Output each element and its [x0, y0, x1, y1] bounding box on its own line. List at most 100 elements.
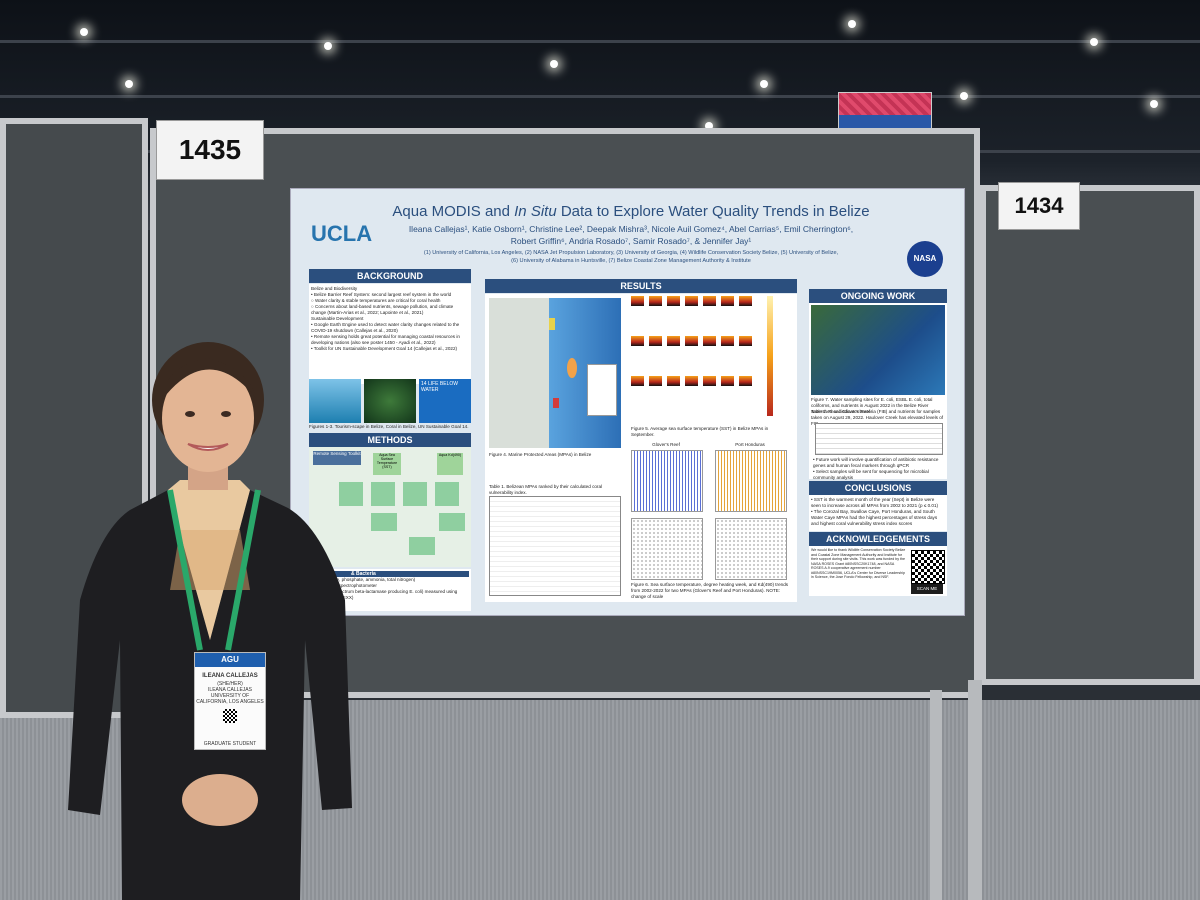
background-line: Sustainable Development — [311, 316, 364, 321]
ceiling-light — [324, 42, 332, 50]
method-box — [371, 513, 397, 531]
sampling-sites-map — [811, 305, 945, 395]
bacteria-line: (nitrate, nitrite, phosphate, ammonia, t… — [311, 577, 416, 582]
ucla-logo: UCLA — [311, 221, 373, 246]
acknowledgements-text: We would like to thank Wildlife Conserva… — [811, 548, 906, 579]
dhw-trend-plot — [715, 450, 787, 512]
ceiling-light — [1090, 38, 1098, 46]
booth-number-1434: 1434 — [998, 182, 1080, 230]
presenter-person — [68, 342, 352, 900]
ceiling-light — [760, 80, 768, 88]
affiliations-line-1: (1) University of California, Los Angele… — [423, 250, 839, 256]
ceiling-truss — [0, 95, 1200, 98]
belize-mpa-map — [489, 298, 621, 448]
ceiling-light — [550, 60, 558, 68]
clasped-hands — [182, 774, 258, 826]
ceiling-light — [125, 80, 133, 88]
conclusions-header: CONCLUSIONS — [809, 481, 947, 495]
sst-box: Aqua Sea Surface Temperature (SST) — [373, 453, 401, 475]
method-box — [439, 513, 465, 531]
badge-pronouns: (SHE/HER) — [217, 681, 243, 687]
sst-heatmap-grid — [631, 296, 791, 424]
background-line: ○ Water clarity & stable temperatures ar… — [311, 298, 441, 303]
method-box — [403, 482, 427, 506]
face — [162, 364, 254, 472]
figure-5-caption: Figure 5. Average sea surface temperatur… — [631, 426, 769, 437]
nasa-logo: NASA — [907, 241, 943, 277]
conclusions-text: • SST is the warmest month of the year (… — [809, 495, 947, 531]
green-lanyard — [225, 489, 261, 651]
background-line: • Belize Barrier Reef System: second lar… — [311, 292, 452, 297]
background-line: Belize and Biodiversity — [311, 286, 358, 291]
background-line: ○ Concerns about land-based nutrients, s… — [311, 304, 454, 315]
qr-code — [911, 550, 945, 584]
method-box — [339, 482, 363, 506]
ongoing-line: • Future work will involve quantificatio… — [813, 457, 939, 468]
figure-4-caption: Figure 4. Marine Protected Areas (MPAs) … — [489, 452, 592, 457]
green-lanyard — [167, 489, 203, 651]
sign-pattern — [839, 93, 931, 115]
remote-sensing-box: Remote Sensing Toolkit — [313, 451, 361, 465]
acknowledgements-header: ACKNOWLEDGEMENTS — [809, 532, 947, 546]
bacteria-header: & Bacteria — [311, 571, 469, 577]
poster-title: Aqua MODIS and In Situ Data to Explore W… — [371, 203, 891, 220]
title-italic: In Situ — [514, 203, 557, 220]
right-display-board — [980, 185, 1200, 685]
kd490-box: Aqua Kd(490) — [437, 453, 463, 475]
figure-1-3-caption: Figures 1-3. Tourism-scape in Belize, Co… — [309, 424, 469, 429]
affiliations-line-2: (6) University of Alabama in Huntsville,… — [511, 258, 751, 264]
methods-flowchart: Remote Sensing Toolkit Aqua Sea Surface … — [309, 447, 471, 567]
name-badge: AGU ILEANA CALLEJAS (SHE/HER) ILEANA CAL… — [194, 652, 266, 750]
research-poster: UCLA NASA Aqua MODIS and In Situ Data to… — [290, 188, 965, 616]
table-1 — [489, 496, 621, 596]
tourism-photo — [309, 379, 361, 423]
ongoing-work-panel: Figure 7. Water sampling sites for E. co… — [809, 303, 947, 481]
poster-affiliations: (1) University of California, Los Angele… — [351, 249, 911, 265]
scan-me-label: SCAN ME — [911, 584, 943, 594]
bacteria-line: d with HACH spectrophotometer — [311, 583, 377, 588]
background-header: BACKGROUND — [309, 269, 471, 283]
background-line: • Remote sensing holds great potential f… — [311, 334, 460, 345]
title-part-1: Aqua MODIS and — [392, 203, 515, 220]
ongoing-line: • Select samples will be sent for sequen… — [813, 469, 929, 480]
kd490-plot-glovers — [631, 518, 703, 580]
kd490-plot-port-honduras — [715, 518, 787, 580]
ceiling-light — [960, 92, 968, 100]
badge-organization: UNIVERSITY OF CALIFORNIA, LOS ANGELES — [196, 693, 264, 705]
sdg14-icon: 14 LIFE BELOW WATER — [419, 379, 471, 423]
table-1-caption: Table 1. Belizean MPAs ranked by their c… — [489, 484, 603, 495]
results-header: RESULTS — [485, 279, 797, 293]
ongoing-work-header: ONGOING WORK — [809, 289, 947, 303]
ceiling-light — [80, 28, 88, 36]
method-box — [435, 482, 459, 506]
conclusion-line: • The Corozal Bay, Swallow Caye, Port Ho… — [811, 509, 938, 526]
method-box — [409, 537, 435, 555]
ceiling-truss — [0, 40, 1200, 43]
heatmap-colorbar — [767, 296, 773, 416]
ceiling-light — [848, 20, 856, 28]
background-text: Belize and Biodiversity • Belize Barrier… — [309, 284, 471, 384]
agu-badge-logo: AGU — [195, 653, 265, 667]
badge-subname: ILEANA CALLEJAS — [208, 687, 252, 693]
ongoing-work-text: • Future work will involve quantificatio… — [813, 457, 945, 481]
board-leg — [968, 680, 982, 900]
mpa-shape — [567, 358, 577, 378]
authors-line-1: Ileana Callejas¹, Katie Osborn¹, Christi… — [408, 224, 854, 234]
mpa-shape — [549, 318, 555, 330]
map-legend — [587, 364, 617, 416]
acknowledgements-panel: We would like to thank Wildlife Conserva… — [809, 546, 947, 596]
method-box — [371, 482, 395, 506]
poster-authors: Ileana Callejas¹, Katie Osborn¹, Christi… — [381, 223, 881, 247]
figure-6-title-port-honduras: Port Honduras — [735, 442, 765, 447]
background-line: • Toolkit for UN Sustainable Development… — [311, 346, 458, 351]
background-line: • Google Earth Engine used to detect wat… — [311, 322, 460, 333]
badge-qr-code — [223, 709, 237, 723]
badge-name: ILEANA CALLEJAS — [202, 673, 258, 679]
coral-photo — [364, 379, 416, 423]
board-leg — [930, 690, 942, 900]
mpa-shape — [553, 398, 559, 408]
title-part-2: Data to Explore Water Quality Trends in … — [556, 203, 870, 220]
conclusion-line: • SST is the warmest month of the year (… — [811, 497, 939, 508]
authors-line-2: Robert Griffin⁶, Andria Rosado⁷, Samir R… — [510, 236, 752, 246]
table-2 — [815, 423, 943, 455]
